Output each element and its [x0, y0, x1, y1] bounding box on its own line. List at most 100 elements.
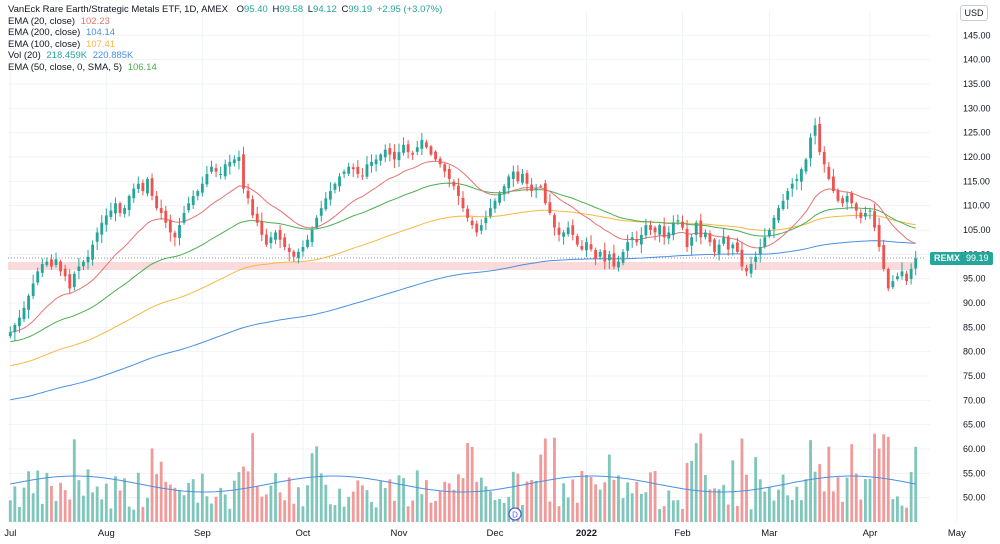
volume-bar: [900, 505, 904, 522]
volume-bar: [713, 488, 716, 522]
candle-body: [146, 178, 149, 194]
volume-bar: [562, 483, 566, 522]
candle-body: [342, 171, 346, 174]
candle-body: [40, 264, 44, 273]
candle-body: [127, 195, 131, 211]
volume-bar: [763, 491, 767, 522]
volume-bar: [767, 486, 771, 522]
candle-body: [196, 191, 200, 196]
volume-bar: [269, 485, 273, 522]
candle-body: [653, 227, 657, 233]
dividend-marker[interactable]: D: [508, 507, 522, 521]
candle-body: [246, 190, 250, 199]
candle-body: [214, 168, 218, 172]
high-value: 99.58: [279, 4, 304, 15]
candle-body: [347, 166, 351, 174]
candle-body: [91, 244, 95, 260]
candle-body: [287, 247, 291, 252]
candle-body: [86, 256, 90, 263]
candle-body: [187, 203, 191, 211]
currency-button[interactable]: USD: [960, 5, 988, 21]
volume-bar: [594, 484, 598, 522]
volume-bar: [429, 502, 433, 522]
x-tick-label: Feb: [674, 528, 690, 539]
volume-bar: [447, 483, 451, 522]
volume-bar: [31, 493, 35, 522]
volume-bar: [822, 491, 826, 522]
volume-bar: [196, 502, 200, 522]
candle-body: [27, 295, 30, 310]
candle-body: [868, 210, 872, 212]
candle-body: [114, 203, 117, 214]
candle-body: [836, 190, 840, 201]
symbol-title[interactable]: VanEck Rare Earth/Strategic Metals ETF, …: [8, 4, 228, 15]
legend-title-row: VanEck Rare Earth/Strategic Metals ETF, …: [8, 4, 444, 16]
volume-bar: [553, 437, 556, 522]
volume-bar: [850, 444, 854, 522]
candle-body: [228, 161, 232, 167]
legend-ema20[interactable]: EMA (20, close) 102.23: [8, 16, 444, 28]
volume-bar: [50, 485, 53, 522]
candle-body: [484, 217, 488, 224]
volume-bar: [210, 503, 213, 522]
candle-body: [671, 222, 675, 236]
volume-bar: [841, 501, 844, 522]
y-tick-label: 55.00: [963, 468, 986, 478]
candle-body: [402, 144, 405, 153]
candle-body: [731, 244, 735, 249]
volume-bar: [388, 479, 392, 522]
legend-volume[interactable]: Vol (20) 218.459K 220.885K: [8, 50, 444, 62]
volume-bar: [639, 493, 643, 522]
volume-bar: [173, 487, 177, 522]
volume-bar: [745, 474, 748, 522]
candle-body: [274, 232, 277, 240]
candle-body: [777, 208, 780, 221]
volume-bar: [521, 505, 524, 522]
volume-bar: [868, 478, 872, 522]
candle-body: [493, 200, 497, 209]
y-tick-label: 65.00: [963, 420, 986, 430]
candle-body: [681, 221, 684, 228]
volume-bar: [726, 504, 730, 522]
volume-bar: [287, 477, 291, 522]
volume-bar: [127, 506, 131, 522]
volume-bar: [507, 496, 511, 522]
candle-body: [575, 236, 579, 245]
legend-ema200[interactable]: EMA (200, close) 104.14: [8, 27, 444, 39]
volume-bar: [219, 487, 223, 522]
volume-bar: [452, 489, 456, 522]
candle-body: [18, 317, 21, 327]
volume-bar: [278, 492, 282, 522]
candle-body: [539, 185, 543, 187]
candle-body: [745, 268, 748, 272]
volume-bar: [86, 469, 90, 522]
legend-ema50[interactable]: EMA (50, close, 0, SMA, 5) 106.14: [8, 62, 444, 74]
volume-bar: [498, 498, 502, 522]
y-tick-label: 140.00: [963, 55, 991, 65]
candle-body: [68, 274, 72, 289]
volume-bar: [365, 490, 369, 522]
volume-bar: [347, 496, 351, 522]
candle-body: [850, 193, 854, 204]
candle-body: [59, 261, 63, 272]
legend-ema100[interactable]: EMA (100, close) 107.41: [8, 39, 444, 51]
candle-body: [804, 159, 808, 172]
volume-bar: [735, 505, 739, 522]
candle-body: [886, 269, 890, 289]
candle-body: [388, 148, 392, 155]
volume-bar: [59, 482, 63, 522]
volume-bar: [406, 506, 410, 522]
candle-body: [571, 225, 575, 235]
volume-bar: [836, 477, 840, 522]
time-axis[interactable]: Jul Aug Sep Oct Nov Dec 2022 Feb Mar Apr May: [4, 528, 966, 539]
candle-body: [443, 164, 447, 172]
candle-body: [818, 123, 822, 153]
candle-body: [831, 176, 835, 192]
volume-bar: [237, 472, 241, 522]
price-axis[interactable]: 145.00 140.00 135.00 130.00 125.00 120.00 115.…: [963, 30, 991, 502]
volume-bar: [342, 506, 346, 522]
candle-body: [118, 203, 122, 213]
candle-body: [447, 168, 451, 179]
volume-bar: [566, 497, 570, 522]
